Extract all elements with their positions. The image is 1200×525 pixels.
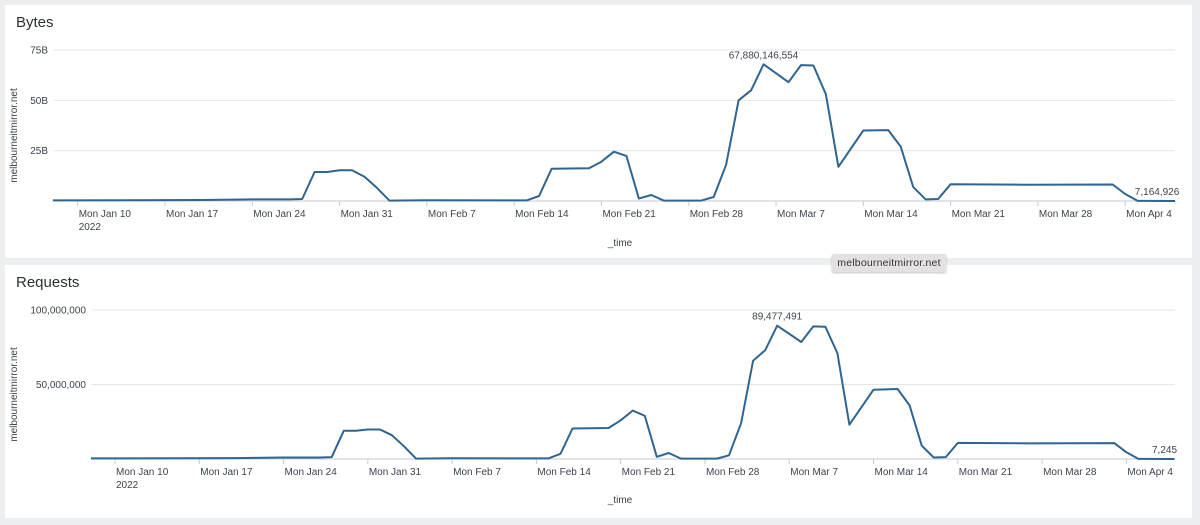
x-tick-label: Mon Mar 14: [875, 467, 929, 478]
x-tick-label: Mon Mar 21: [952, 209, 1006, 220]
x-tick-label: Mon Feb 21: [622, 467, 676, 478]
requests-panel: Requests 50,000,000 100,000,000 Mon Jan 10…: [5, 265, 1192, 518]
data-label: 89,477,491: [752, 312, 802, 323]
bytes-panel: Bytes 25B 50B 75B Mon Jan 10 2022 Mon Jan 17 M…: [5, 5, 1192, 258]
x-tick-label: Mon Feb 14: [515, 209, 569, 220]
x-axis-title: _time: [607, 238, 633, 249]
x-tick-label: Mon Jan 31: [369, 467, 422, 478]
series-line: [52, 63, 1176, 202]
x-tick-label: Mon Mar 7: [777, 209, 825, 220]
x-tick-label: Mon Jan 24: [253, 209, 306, 220]
x-tick-label: Mon Mar 28: [1043, 467, 1097, 478]
x-tick-label: Mon Mar 7: [790, 467, 838, 478]
x-tick-label: Mon Jan 17: [166, 209, 219, 220]
x-axis-title: _time: [607, 495, 633, 506]
data-label: 7,245: [1152, 445, 1177, 456]
y-tick-label: 50,000,000: [36, 380, 86, 391]
y-axis-title: melbourneitmirror.net: [9, 88, 20, 183]
series-line: [90, 324, 1175, 460]
x-tick-label: Mon Feb 28: [706, 467, 760, 478]
x-tick-label: Mon Feb 7: [453, 467, 501, 478]
data-label: 7,164,926: [1135, 187, 1180, 198]
x-tick-label: Mon Jan 17: [200, 467, 253, 478]
panel-title: Bytes: [16, 14, 54, 31]
x-tick-label: Mon Feb 28: [690, 209, 744, 220]
x-tick-label: Mon Jan 24: [285, 467, 338, 478]
y-tick-label: 50B: [30, 96, 48, 107]
y-tick-label: 75B: [30, 46, 48, 57]
x-tick-label: Mon Jan 10: [116, 467, 169, 478]
x-tick-label: Mon Feb 21: [602, 209, 656, 220]
x-tick-label: Mon Mar 21: [959, 467, 1013, 478]
x-tick-label: Mon Apr 4: [1126, 209, 1172, 220]
y-tick-label: 100,000,000: [30, 306, 86, 317]
series-tooltip: melbourneitmirror.net: [832, 254, 946, 272]
x-tick-label: Mon Jan 10: [79, 209, 132, 220]
x-tick-label: Mon Mar 28: [1039, 209, 1093, 220]
panel-title: Requests: [16, 274, 80, 291]
x-tick-label: Mon Feb 7: [428, 209, 476, 220]
data-label: 67,880,146,554: [729, 50, 799, 61]
x-tick-label: Mon Apr 4: [1127, 467, 1173, 478]
y-tick-label: 25B: [30, 146, 48, 157]
x-tick-sublabel: 2022: [79, 222, 102, 233]
requests-chart: 50,000,000 100,000,000 Mon Jan 10 2022 Mon J…: [9, 306, 1177, 507]
x-tick-label: Mon Feb 14: [537, 467, 591, 478]
x-tick-label: Mon Jan 31: [341, 209, 394, 220]
x-tick-sublabel: 2022: [116, 480, 139, 491]
bytes-chart: 25B 50B 75B Mon Jan 10 2022 Mon Jan 17 Mon Jan…: [9, 46, 1180, 250]
x-tick-label: Mon Mar 14: [864, 209, 918, 220]
y-axis-title: melbourneitmirror.net: [9, 347, 20, 442]
